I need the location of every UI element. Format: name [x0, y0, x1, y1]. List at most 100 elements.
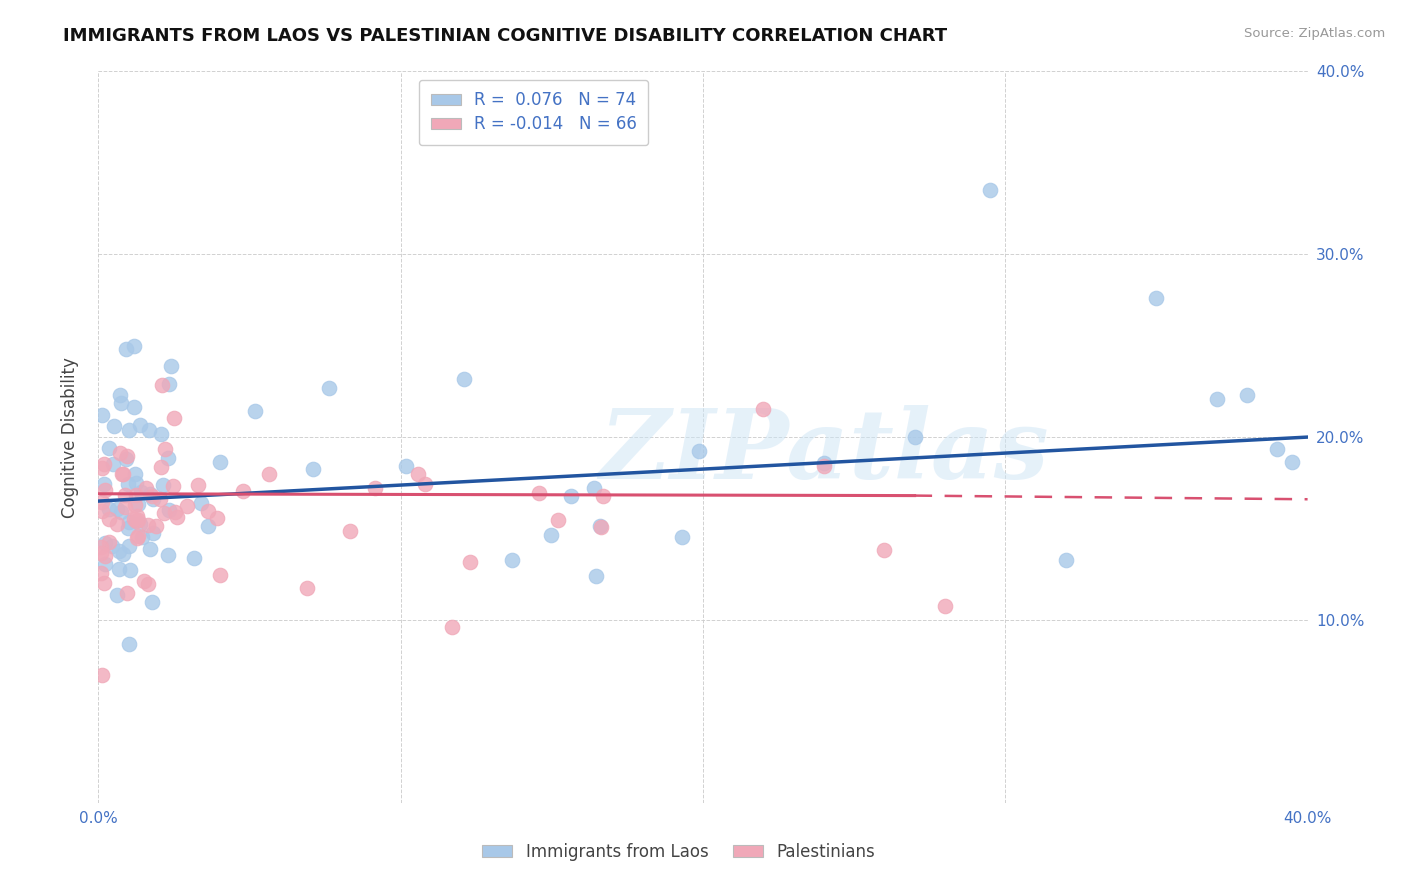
Point: [91, 667, 114, 681]
Point: [105, 588, 128, 602]
Point: [127, 497, 149, 511]
Point: [318, 382, 340, 396]
Point: [117, 586, 139, 600]
Point: [813, 458, 835, 473]
Point: [150, 460, 173, 475]
Point: [150, 426, 173, 441]
Point: [90, 409, 112, 423]
Point: [688, 444, 710, 458]
Point: [149, 491, 172, 506]
Point: [157, 376, 180, 391]
Point: [118, 563, 141, 577]
Point: [118, 539, 141, 553]
Legend: Immigrants from Laos, Palestinians: Immigrants from Laos, Palestinians: [475, 837, 882, 868]
Point: [1144, 292, 1167, 306]
Point: [105, 517, 128, 532]
Point: [453, 372, 475, 386]
Point: [440, 619, 463, 633]
Point: [408, 467, 430, 481]
Point: [93, 476, 115, 491]
Point: [94, 535, 117, 549]
Point: [110, 395, 132, 409]
Point: [108, 388, 131, 402]
Point: [94, 557, 117, 571]
Point: [501, 553, 523, 567]
Point: [97, 501, 120, 516]
Point: [98, 441, 121, 455]
Point: [131, 530, 153, 544]
Y-axis label: Cognitive Disability: Cognitive Disability: [60, 357, 79, 517]
Point: [91, 460, 114, 475]
Point: [592, 489, 614, 503]
Point: [94, 483, 117, 497]
Point: [128, 417, 150, 432]
Point: [114, 500, 136, 515]
Point: [152, 478, 174, 492]
Point: [163, 410, 186, 425]
Point: [110, 505, 132, 519]
Point: [166, 510, 188, 524]
Text: IMMIGRANTS FROM LAOS VS PALESTINIAN COGNITIVE DISABILITY CORRELATION CHART: IMMIGRANTS FROM LAOS VS PALESTINIAN COGN…: [63, 27, 948, 45]
Point: [157, 451, 180, 466]
Point: [103, 419, 125, 434]
Point: [934, 599, 956, 613]
Point: [156, 548, 179, 562]
Point: [540, 527, 562, 541]
Point: [138, 423, 160, 437]
Point: [302, 461, 325, 475]
Point: [114, 342, 136, 356]
Point: [671, 530, 693, 544]
Point: [153, 442, 176, 457]
Point: [160, 359, 183, 373]
Point: [125, 476, 148, 491]
Point: [93, 549, 115, 563]
Point: [105, 502, 128, 516]
Point: [124, 339, 146, 353]
Point: [141, 595, 163, 609]
Point: [128, 517, 150, 532]
Point: [209, 568, 232, 582]
Point: [134, 574, 156, 588]
Point: [979, 183, 1001, 197]
Point: [339, 524, 361, 539]
Point: [125, 514, 148, 528]
Point: [232, 484, 254, 499]
Point: [124, 467, 146, 481]
Point: [127, 513, 149, 527]
Point: [127, 509, 149, 524]
Point: [190, 496, 212, 510]
Point: [91, 503, 114, 517]
Point: [125, 488, 148, 502]
Point: [117, 521, 139, 535]
Point: [142, 491, 165, 506]
Point: [115, 452, 138, 467]
Point: [873, 542, 896, 557]
Point: [560, 489, 582, 503]
Point: [111, 547, 134, 561]
Point: [141, 489, 163, 503]
Point: [107, 544, 129, 558]
Point: [108, 561, 131, 575]
Point: [589, 518, 612, 533]
Point: [142, 526, 165, 541]
Point: [145, 518, 167, 533]
Text: Source: ZipAtlas.com: Source: ZipAtlas.com: [1244, 27, 1385, 40]
Point: [159, 503, 181, 517]
Point: [117, 515, 139, 529]
Point: [1236, 388, 1258, 402]
Point: [1206, 392, 1229, 406]
Point: [122, 400, 145, 414]
Point: [209, 454, 232, 468]
Point: [245, 404, 267, 418]
Point: [112, 467, 135, 481]
Point: [527, 486, 550, 500]
Point: [162, 478, 184, 492]
Point: [1281, 455, 1303, 469]
Point: [150, 378, 173, 392]
Point: [129, 484, 152, 499]
Point: [118, 637, 141, 651]
Point: [197, 519, 219, 533]
Point: [364, 481, 387, 495]
Point: [127, 529, 149, 543]
Point: [257, 467, 280, 482]
